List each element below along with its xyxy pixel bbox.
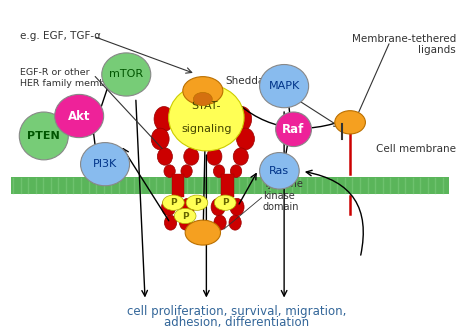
Ellipse shape xyxy=(164,215,177,230)
Ellipse shape xyxy=(237,128,255,150)
Text: e.g. EGF, TGF-α: e.g. EGF, TGF-α xyxy=(20,31,101,41)
Ellipse shape xyxy=(207,148,222,165)
Ellipse shape xyxy=(214,215,226,230)
Ellipse shape xyxy=(229,215,241,230)
Text: Ras: Ras xyxy=(269,166,290,176)
Text: MAPK: MAPK xyxy=(268,81,300,91)
Ellipse shape xyxy=(230,165,242,178)
Ellipse shape xyxy=(164,165,175,178)
Ellipse shape xyxy=(181,165,192,178)
Circle shape xyxy=(174,208,196,224)
Ellipse shape xyxy=(181,198,195,216)
Text: Akt: Akt xyxy=(68,110,91,123)
Ellipse shape xyxy=(185,220,220,245)
Circle shape xyxy=(163,195,184,210)
Ellipse shape xyxy=(335,111,365,134)
Text: P: P xyxy=(182,211,189,220)
Bar xyxy=(172,175,184,197)
Text: cell proliferation, survival, migration,: cell proliferation, survival, migration, xyxy=(128,305,346,318)
Ellipse shape xyxy=(203,107,223,131)
Text: P: P xyxy=(194,198,200,207)
Ellipse shape xyxy=(211,198,225,216)
Bar xyxy=(221,175,234,197)
Text: Sheddases: Sheddases xyxy=(225,76,282,86)
Ellipse shape xyxy=(230,198,244,216)
Text: Raf: Raf xyxy=(283,123,305,136)
Text: signaling: signaling xyxy=(181,124,232,134)
Text: Tyrosine
kinase
domain: Tyrosine kinase domain xyxy=(263,179,303,212)
Ellipse shape xyxy=(183,77,223,105)
Ellipse shape xyxy=(169,84,244,151)
Ellipse shape xyxy=(260,65,309,108)
Text: EGF-R or other
HER family members: EGF-R or other HER family members xyxy=(20,68,120,87)
Ellipse shape xyxy=(201,128,219,150)
Text: P: P xyxy=(222,198,228,207)
Text: mTOR: mTOR xyxy=(109,69,143,79)
Ellipse shape xyxy=(232,107,252,131)
Ellipse shape xyxy=(182,107,202,131)
Ellipse shape xyxy=(187,128,205,150)
Ellipse shape xyxy=(233,148,248,165)
Circle shape xyxy=(186,195,208,210)
Text: STAT-: STAT- xyxy=(191,101,221,111)
Ellipse shape xyxy=(154,107,174,131)
Ellipse shape xyxy=(193,92,212,106)
Ellipse shape xyxy=(213,165,225,178)
Ellipse shape xyxy=(157,148,173,165)
Text: P: P xyxy=(170,198,177,207)
Ellipse shape xyxy=(102,53,151,96)
Ellipse shape xyxy=(19,112,68,160)
Circle shape xyxy=(214,195,236,210)
Text: PI3K: PI3K xyxy=(93,159,117,169)
Text: PTEN: PTEN xyxy=(27,131,60,141)
Ellipse shape xyxy=(55,94,104,138)
Ellipse shape xyxy=(184,148,199,165)
Text: Cell membrane: Cell membrane xyxy=(376,144,456,154)
Ellipse shape xyxy=(81,143,129,186)
Ellipse shape xyxy=(151,128,169,150)
Ellipse shape xyxy=(162,198,176,216)
Bar xyxy=(11,177,449,194)
Text: Membrane-tethered
ligands: Membrane-tethered ligands xyxy=(352,34,456,55)
Ellipse shape xyxy=(276,112,311,147)
Ellipse shape xyxy=(260,152,299,189)
Ellipse shape xyxy=(180,215,192,230)
Text: adhesion, differentiation: adhesion, differentiation xyxy=(164,317,310,330)
